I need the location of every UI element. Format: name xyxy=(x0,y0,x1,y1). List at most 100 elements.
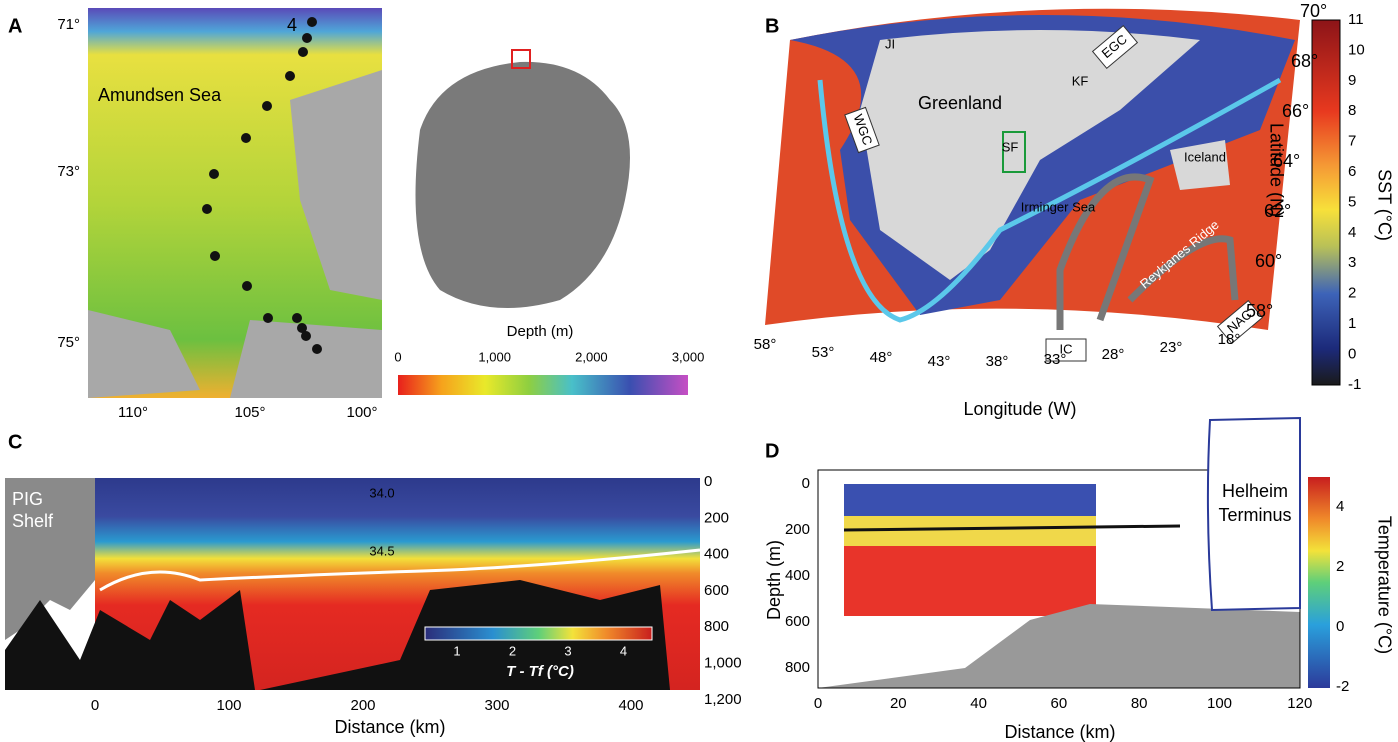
x-tick-label: 0 xyxy=(91,697,99,714)
lon-label: 28° xyxy=(1102,346,1125,363)
terminus-label: Terminus xyxy=(1218,505,1291,525)
lon-label: 48° xyxy=(870,349,893,366)
y-tick-label: 1,200 xyxy=(704,691,742,708)
lon-label: 18° xyxy=(1218,331,1241,348)
y-axis-title: Latitude (N) xyxy=(1266,123,1286,217)
current-label: IC xyxy=(1060,341,1073,356)
depth-colorbar xyxy=(398,375,688,395)
sst-colorbar xyxy=(1311,19,1341,386)
contour-label: 34.5 xyxy=(369,543,394,558)
colorbar-title: SST (°C) xyxy=(1374,169,1394,241)
stations xyxy=(202,17,322,354)
y-tick-label: 600 xyxy=(785,613,810,630)
region-label: Greenland xyxy=(918,93,1002,113)
lon-label: 110° xyxy=(118,404,148,421)
lat-label: 64° xyxy=(1273,151,1300,171)
panel-letter: D xyxy=(765,440,779,462)
y-tick-label: 800 xyxy=(785,659,810,676)
colorbar-tick-label: 1,000 xyxy=(478,349,511,364)
lon-label: 43° xyxy=(928,353,951,370)
panel-letter: B xyxy=(765,15,779,37)
colorbar-tick-label: 4 xyxy=(1348,224,1356,241)
lon-label: 53° xyxy=(812,344,835,361)
temperature-colorbar xyxy=(1308,477,1330,688)
section-colorbar xyxy=(424,626,653,641)
y-tick-label: 200 xyxy=(704,509,729,526)
temperature-layer xyxy=(844,484,1096,516)
x-tick-label: 100 xyxy=(1207,695,1232,712)
current-path xyxy=(817,77,1282,323)
inset-box xyxy=(511,49,531,69)
colorbar-tick-label: 0 xyxy=(1348,345,1356,362)
lon-label: 100° xyxy=(346,404,377,421)
colorbar-tick-label: 7 xyxy=(1348,133,1356,150)
x-tick-label: 300 xyxy=(484,697,509,714)
colorbar-tick-label: 8 xyxy=(1348,102,1356,119)
place-label: JI xyxy=(885,36,895,51)
colorbar-tick-label: 5 xyxy=(1348,193,1356,210)
colorbar-tick-label: -2 xyxy=(1336,678,1349,695)
colorbar-tick-label: 3 xyxy=(1348,254,1356,271)
lon-label: 105° xyxy=(234,404,265,421)
panel-letter: C xyxy=(8,431,22,453)
y-tick-label: 800 xyxy=(704,618,729,635)
colorbar-tick-label: 1 xyxy=(1348,315,1356,332)
lon-label: 38° xyxy=(986,353,1009,370)
current-box xyxy=(1091,25,1139,69)
x-axis-title: Longitude (W) xyxy=(963,399,1076,419)
current-path xyxy=(1056,173,1239,330)
sea-label: Irminger Sea xyxy=(1021,199,1096,214)
lat-label: 66° xyxy=(1282,101,1309,121)
colorbar-tick-label: 3 xyxy=(564,643,571,658)
x-tick-label: 0 xyxy=(814,695,822,712)
place-label: Amundsen Sea xyxy=(98,85,222,105)
terminus-box xyxy=(1206,416,1301,612)
lat-label: 68° xyxy=(1291,51,1318,71)
x-tick-label: 400 xyxy=(618,697,643,714)
iceland xyxy=(1170,140,1230,190)
colorbar-tick-label: 2,000 xyxy=(575,349,608,364)
y-tick-label: 1,000 xyxy=(704,654,742,671)
x-tick-label: 120 xyxy=(1287,695,1312,712)
lon-label: 23° xyxy=(1160,339,1183,356)
lat-label: 58° xyxy=(1246,301,1273,321)
x-axis-title: Distance (km) xyxy=(334,717,445,737)
lat-label: 73° xyxy=(57,163,80,180)
colorbar-title: Depth (m) xyxy=(507,323,574,340)
land xyxy=(290,70,382,300)
colorbar-tick-label: 0 xyxy=(394,349,401,364)
colorbar-tick-label: 1 xyxy=(453,643,460,658)
shelf-label: PIG xyxy=(12,489,43,509)
x-tick-label: 100 xyxy=(216,697,241,714)
colorbar-tick-label: 9 xyxy=(1348,72,1356,89)
greenland xyxy=(860,30,1200,280)
y-tick-label: 400 xyxy=(785,567,810,584)
antarctica xyxy=(415,61,630,309)
temperature-layer xyxy=(844,546,1096,616)
y-tick-label: 0 xyxy=(704,473,712,490)
lat-label: 75° xyxy=(57,334,80,351)
colorbar-tick-label: 2 xyxy=(1336,558,1344,575)
lon-label: 58° xyxy=(754,336,777,353)
y-tick-label: 200 xyxy=(785,521,810,538)
colorbar-tick-label: 3,000 xyxy=(672,349,705,364)
lat-label: 60° xyxy=(1255,251,1282,271)
isohaline xyxy=(99,548,701,592)
seafloor xyxy=(818,604,1300,688)
colorbar-title: T - Tf (°C) xyxy=(506,663,574,680)
colorbar-tick-label: -1 xyxy=(1348,376,1361,393)
y-tick-label: 0 xyxy=(802,475,810,492)
y-axis-title: Depth (m) xyxy=(764,540,784,620)
colorbar-tick-label: 10 xyxy=(1348,41,1365,58)
x-tick-label: 40 xyxy=(970,695,987,712)
isotherm xyxy=(843,524,1181,532)
shelf-ice xyxy=(5,478,95,640)
x-axis-title: Distance (km) xyxy=(1004,722,1115,742)
x-tick-label: 60 xyxy=(1051,695,1068,712)
colorbar-tick-label: 2 xyxy=(1348,285,1356,302)
y-tick-label: 600 xyxy=(704,582,729,599)
y-tick-label: 400 xyxy=(704,546,729,563)
place-label: Iceland xyxy=(1184,149,1226,164)
terminus-label: Helheim xyxy=(1222,481,1288,501)
